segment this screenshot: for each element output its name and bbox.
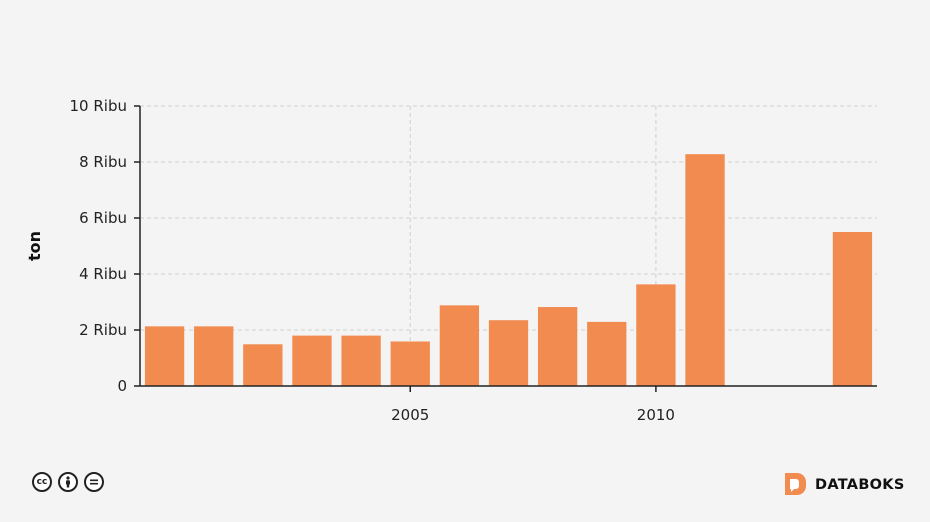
y-axis-label: ton	[25, 231, 44, 261]
bar	[292, 335, 332, 386]
y-tick-label: 4 Ribu	[79, 265, 127, 283]
license-icons: cc	[32, 472, 104, 492]
cc-icon: cc	[32, 472, 52, 492]
bar	[341, 335, 381, 386]
y-ticks: 0 2 Ribu 4 Ribu 6 Ribu 8 Ribu 10 Ribu	[70, 97, 140, 395]
bar	[537, 307, 578, 386]
bar	[685, 154, 725, 386]
brand: DATABOKS	[783, 472, 905, 498]
y-tick-label: 2 Ribu	[79, 321, 127, 339]
bar	[832, 232, 873, 386]
bar	[390, 341, 430, 386]
bar	[636, 284, 676, 386]
bar	[587, 321, 627, 386]
y-tick-label: 0	[117, 377, 127, 395]
bar	[243, 344, 283, 386]
nd-icon	[84, 472, 104, 492]
x-tick-label: 2010	[637, 406, 675, 424]
bar	[488, 320, 529, 386]
bar	[144, 326, 185, 386]
bar	[439, 305, 480, 386]
axes	[139, 106, 877, 387]
y-tick-label: 6 Ribu	[79, 209, 127, 227]
bars	[144, 154, 873, 386]
brand-name: DATABOKS	[815, 477, 905, 493]
databoks-logo-icon	[785, 473, 806, 495]
by-icon	[58, 472, 78, 492]
x-tick-label: 2005	[391, 406, 429, 424]
y-tick-label: 8 Ribu	[79, 153, 127, 171]
bar	[194, 326, 234, 386]
x-ticks: 2005 2010	[391, 386, 675, 424]
y-tick-label: 10 Ribu	[70, 97, 127, 115]
